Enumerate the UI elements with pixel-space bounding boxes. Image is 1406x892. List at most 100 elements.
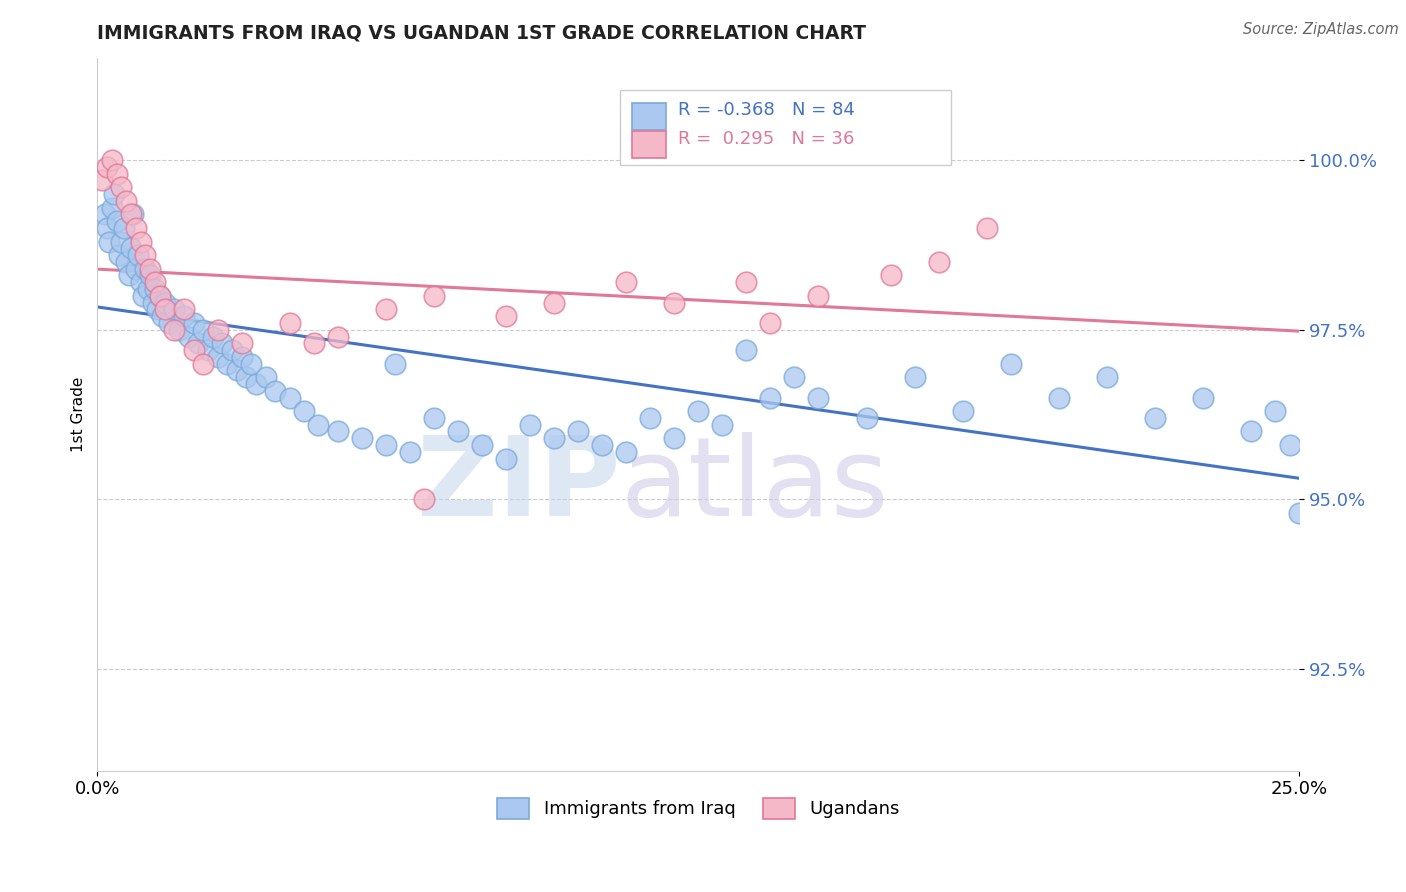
Point: [100, 201, 122, 215]
Point: [173, 309, 195, 323]
Point: [207, 323, 229, 337]
Point: [976, 221, 998, 235]
Point: [783, 370, 806, 384]
Point: [664, 295, 686, 310]
Point: [278, 391, 301, 405]
Point: [153, 302, 176, 317]
Point: [807, 391, 830, 405]
Point: [278, 316, 301, 330]
Point: [928, 255, 950, 269]
Point: [447, 425, 470, 439]
Point: [543, 295, 565, 310]
Point: [103, 187, 125, 202]
Point: [191, 323, 214, 337]
Point: [127, 248, 149, 262]
Legend: Immigrants from Iraq, Ugandans: Immigrants from Iraq, Ugandans: [489, 790, 907, 826]
Point: [1095, 370, 1118, 384]
Point: [143, 275, 166, 289]
Point: [120, 241, 142, 255]
Point: [173, 302, 195, 317]
Point: [759, 391, 782, 405]
Point: [1278, 438, 1301, 452]
Point: [187, 336, 209, 351]
Point: [136, 282, 159, 296]
Point: [183, 343, 205, 357]
Point: [139, 261, 162, 276]
Point: [1047, 391, 1070, 405]
Point: [245, 376, 267, 391]
Point: [143, 282, 166, 296]
Text: Source: ZipAtlas.com: Source: ZipAtlas.com: [1243, 22, 1399, 37]
Point: [735, 275, 758, 289]
Point: [1000, 357, 1022, 371]
Point: [1192, 391, 1215, 405]
Point: [423, 289, 446, 303]
Point: [207, 350, 229, 364]
Point: [519, 417, 541, 432]
Point: [125, 261, 148, 276]
Point: [117, 268, 139, 283]
Point: [115, 194, 138, 208]
Point: [1143, 411, 1166, 425]
Point: [129, 235, 152, 249]
Point: [326, 425, 349, 439]
Point: [150, 309, 173, 323]
Point: [495, 309, 517, 323]
Point: [326, 329, 349, 343]
Text: R =  0.295   N = 36: R = 0.295 N = 36: [678, 130, 855, 148]
Point: [153, 295, 176, 310]
Point: [177, 329, 200, 343]
Text: IMMIGRANTS FROM IRAQ VS UGANDAN 1ST GRADE CORRELATION CHART: IMMIGRANTS FROM IRAQ VS UGANDAN 1ST GRAD…: [97, 24, 866, 43]
Point: [100, 153, 122, 168]
Point: [167, 323, 190, 337]
Point: [183, 316, 205, 330]
Point: [105, 167, 128, 181]
Point: [423, 411, 446, 425]
Point: [308, 417, 330, 432]
Point: [543, 431, 565, 445]
Point: [122, 207, 145, 221]
Point: [735, 343, 758, 357]
Point: [120, 207, 142, 221]
Point: [904, 370, 927, 384]
Point: [93, 207, 115, 221]
Point: [688, 404, 710, 418]
Point: [163, 323, 186, 337]
Point: [105, 214, 128, 228]
Text: ZIP: ZIP: [416, 433, 620, 540]
Y-axis label: 1st Grade: 1st Grade: [72, 376, 86, 452]
Point: [638, 411, 661, 425]
Point: [91, 173, 114, 187]
Point: [110, 180, 132, 194]
Point: [471, 438, 494, 452]
Point: [952, 404, 974, 418]
Point: [211, 336, 233, 351]
Point: [855, 411, 877, 425]
Point: [567, 425, 589, 439]
Point: [1288, 506, 1310, 520]
Point: [614, 445, 637, 459]
Point: [398, 445, 420, 459]
Point: [879, 268, 901, 283]
Point: [292, 404, 315, 418]
Point: [134, 261, 156, 276]
Point: [231, 350, 253, 364]
Point: [96, 160, 118, 174]
Point: [302, 336, 325, 351]
Point: [1240, 425, 1263, 439]
Point: [350, 431, 373, 445]
Point: [201, 329, 224, 343]
Point: [807, 289, 830, 303]
Point: [110, 235, 132, 249]
Point: [112, 221, 135, 235]
Point: [1264, 404, 1286, 418]
Point: [108, 248, 131, 262]
Point: [374, 438, 396, 452]
Point: [134, 248, 156, 262]
Point: [495, 451, 517, 466]
Point: [96, 221, 118, 235]
Point: [614, 275, 637, 289]
Point: [221, 343, 243, 357]
FancyBboxPatch shape: [620, 90, 950, 165]
Point: [191, 357, 214, 371]
